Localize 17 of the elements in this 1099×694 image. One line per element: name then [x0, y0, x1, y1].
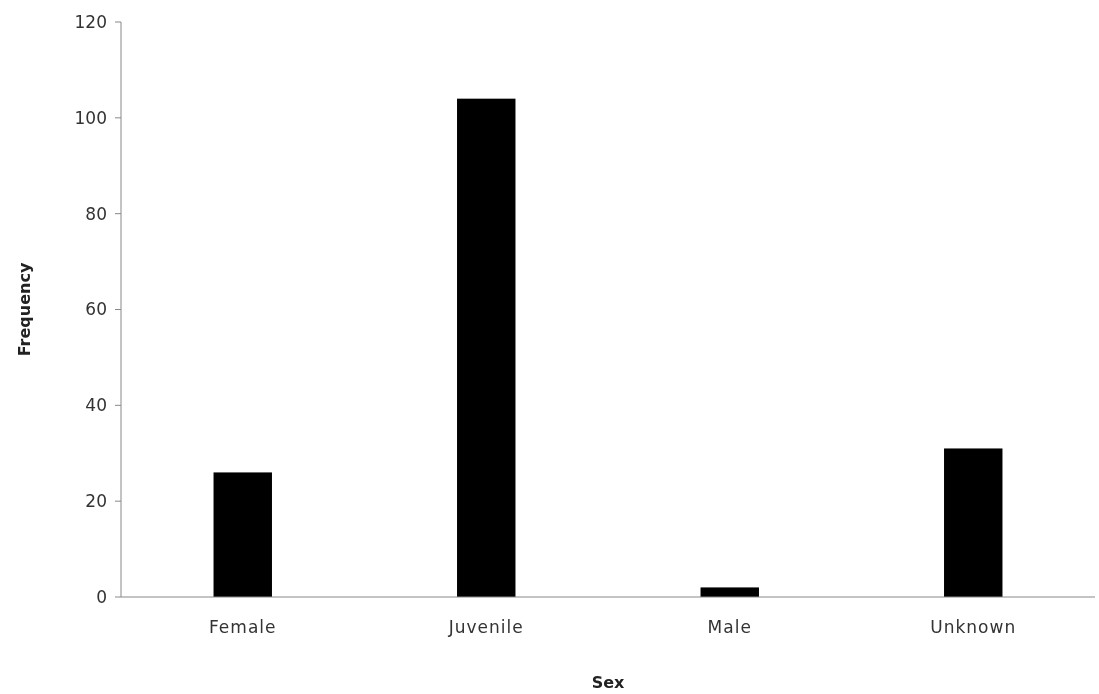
- y-tick-label: 80: [85, 203, 107, 224]
- y-tick-label: 60: [85, 299, 107, 320]
- bar: [457, 98, 516, 597]
- x-tick-label: Juvenile: [447, 617, 524, 637]
- y-tick-label: 40: [85, 395, 107, 416]
- y-tick-label: 20: [85, 491, 107, 512]
- y-tick-label: 0: [96, 586, 107, 607]
- x-tick-label: Male: [707, 617, 752, 637]
- y-axis-title: Frequency: [15, 262, 34, 357]
- bar: [944, 448, 1003, 597]
- x-tick-label: Female: [209, 617, 277, 637]
- x-axis-title: Sex: [591, 673, 626, 692]
- y-tick-label: 100: [74, 107, 107, 128]
- y-tick-label: 120: [74, 11, 107, 32]
- bar: [213, 472, 272, 597]
- bar: [700, 587, 759, 597]
- x-tick-label: Unknown: [930, 617, 1017, 637]
